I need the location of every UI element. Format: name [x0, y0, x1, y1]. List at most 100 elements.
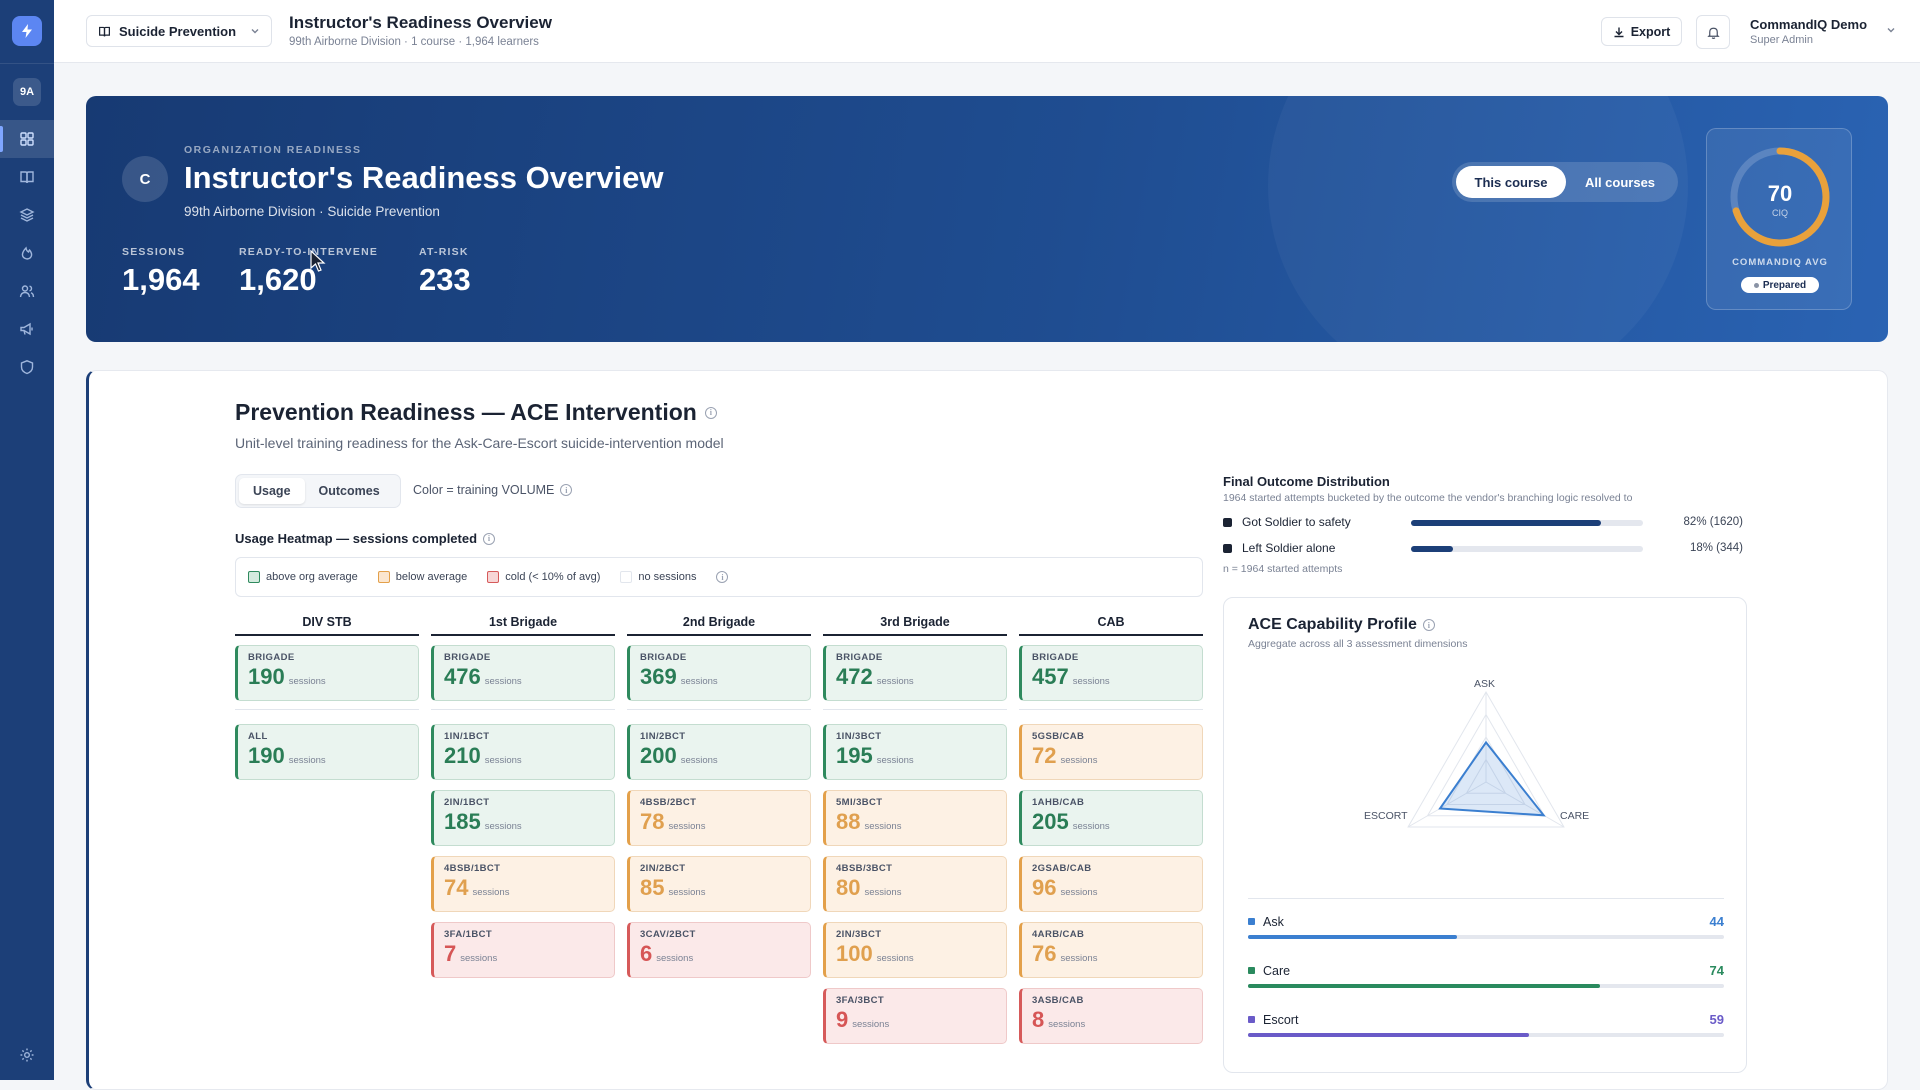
- heatmap-cell[interactable]: 3FA/1BCT 7 sessions: [431, 922, 615, 978]
- chevron-down-icon: [1887, 28, 1895, 33]
- ciq-value: 70: [1767, 181, 1793, 206]
- info-icon[interactable]: i: [560, 484, 573, 496]
- cell-unit-label: 4BSB/2BCT: [640, 797, 697, 808]
- heatmap-cell[interactable]: 4BSB/2BCT 78 sessions: [627, 790, 811, 846]
- ace-bar-track: [1248, 984, 1724, 988]
- cell-unit-label: 2IN/2BCT: [640, 863, 686, 874]
- heatmap-cell[interactable]: 2IN/1BCT 185 sessions: [431, 790, 615, 846]
- outcome-value: 82% (1620): [1683, 516, 1743, 528]
- heatmap-cell[interactable]: 2IN/2BCT 85 sessions: [627, 856, 811, 912]
- ace-bar-header: Care 74: [1248, 963, 1724, 978]
- cell-sessions-word: sessions: [484, 676, 522, 687]
- heatmap-column: DIV STB BRIGADE 190 sessions ALL 190 sessions: [235, 615, 419, 780]
- heatmap-cell[interactable]: 2IN/3BCT 100 sessions: [823, 922, 1007, 978]
- radar-shape: [1438, 740, 1546, 817]
- heatmap-cell[interactable]: 3FA/3BCT 9 sessions: [823, 988, 1007, 1044]
- nav-announcements[interactable]: [0, 310, 54, 348]
- heatmap-cell[interactable]: 4BSB/3BCT 80 sessions: [823, 856, 1007, 912]
- stat-ready: READY-TO-INTERVENE 1,620: [239, 246, 378, 298]
- heatmap-cell[interactable]: BRIGADE 472 sessions: [823, 645, 1007, 701]
- nav-modules[interactable]: [0, 196, 54, 234]
- cell-sessions-value: 195: [836, 743, 873, 768]
- nav-users[interactable]: [0, 272, 54, 310]
- info-icon[interactable]: i: [1422, 619, 1435, 631]
- stat-value: 1,964: [122, 262, 200, 297]
- heatmap-cell[interactable]: BRIGADE 369 sessions: [627, 645, 811, 701]
- ace-bar-track: [1248, 935, 1724, 939]
- app-logo[interactable]: [12, 16, 42, 46]
- cell-unit-label: 1IN/3BCT: [836, 731, 882, 742]
- heatmap-cell[interactable]: 2GSAB/CAB 96 sessions: [1019, 856, 1203, 912]
- heatmap-column: 3rd Brigade BRIGADE 472 sessions 1IN/3BCT 195…: [823, 615, 1007, 1044]
- nav-security[interactable]: [0, 348, 54, 386]
- org-badge[interactable]: 9A: [13, 78, 41, 106]
- settings-button[interactable]: [0, 1036, 54, 1074]
- heatmap-cell[interactable]: 5GSB/CAB 72 sessions: [1019, 724, 1203, 780]
- sidebar: 9A: [0, 0, 54, 1080]
- section-title: Prevention Readiness — ACE Intervention …: [235, 399, 717, 426]
- section-subtitle: Unit-level training readiness for the As…: [235, 435, 724, 451]
- heatmap-cell[interactable]: 1AHB/CAB 205 sessions: [1019, 790, 1203, 846]
- tab-outcomes[interactable]: Outcomes: [318, 484, 380, 498]
- heatmap-cell[interactable]: ALL 190 sessions: [235, 724, 419, 780]
- outcome-title: Final Outcome Distribution: [1223, 474, 1390, 489]
- legend-label: no sessions: [638, 571, 697, 583]
- notifications-button[interactable]: [1696, 15, 1730, 49]
- cell-sessions-value: 190: [248, 664, 285, 689]
- tab-usage[interactable]: Usage: [239, 478, 305, 504]
- heatmap-cell[interactable]: 4BSB/1BCT 74 sessions: [431, 856, 615, 912]
- cell-unit-label: 1IN/2BCT: [640, 731, 686, 742]
- heatmap-cell[interactable]: BRIGADE 190 sessions: [235, 645, 419, 701]
- hero-eyebrow: ORGANIZATION READINESS: [184, 144, 362, 156]
- heatmap-column: CAB BRIGADE 457 sessions 5GSB/CAB 72 sessions 1…: [1019, 615, 1203, 1044]
- legend-item: below average: [377, 571, 467, 583]
- heatmap-cell[interactable]: 5MI/3BCT 88 sessions: [823, 790, 1007, 846]
- heatmap-cell[interactable]: 3CAV/2BCT 6 sessions: [627, 922, 811, 978]
- legend-item: cold (< 10% of avg): [487, 571, 600, 583]
- ace-divider: [1248, 898, 1724, 899]
- heatmap-cell[interactable]: BRIGADE 476 sessions: [431, 645, 615, 701]
- brigade-separator: [235, 709, 419, 710]
- heatmap-cell[interactable]: 1IN/3BCT 195 sessions: [823, 724, 1007, 780]
- cell-unit-label: 1IN/1BCT: [444, 731, 490, 742]
- outcome-row: Left Soldier alone 18% (344): [1223, 540, 1743, 556]
- user-menu[interactable]: CommandIQ Demo Super Admin: [1750, 17, 1900, 46]
- heatmap-cell[interactable]: 3ASB/CAB 8 sessions: [1019, 988, 1203, 1044]
- cell-unit-label: 5MI/3BCT: [836, 797, 883, 808]
- color-note-text: Color = training VOLUME: [413, 483, 555, 497]
- stat-at-risk: AT-RISK 233: [419, 246, 471, 298]
- cell-unit-label: 3FA/3BCT: [836, 995, 885, 1006]
- heatmap-cell[interactable]: 4ARB/CAB 76 sessions: [1019, 922, 1203, 978]
- cell-sessions-word: sessions: [876, 755, 914, 766]
- sidebar-nav: [0, 120, 54, 386]
- cell-unit-label: BRIGADE: [640, 652, 687, 663]
- outcome-track: [1411, 520, 1643, 526]
- column-header: 1st Brigade: [431, 615, 615, 636]
- nav-courses[interactable]: [0, 158, 54, 196]
- this-course-button[interactable]: This course: [1456, 166, 1566, 198]
- cell-unit-label: 4ARB/CAB: [1032, 929, 1085, 940]
- ace-title-text: ACE Capability Profile: [1248, 616, 1417, 633]
- cell-sessions-word: sessions: [484, 821, 522, 832]
- export-label: Export: [1630, 24, 1671, 39]
- legend-item: above org average: [248, 571, 358, 583]
- info-icon[interactable]: i: [483, 532, 496, 545]
- cell-sessions-value: 96: [1032, 875, 1057, 900]
- cell-unit-label: 5GSB/CAB: [1032, 731, 1085, 742]
- heatmap-cell[interactable]: 1IN/1BCT 210 sessions: [431, 724, 615, 780]
- all-courses-button[interactable]: All courses: [1584, 174, 1656, 190]
- ace-bar-swatch: [1248, 1016, 1255, 1023]
- heatmap-cell[interactable]: BRIGADE 457 sessions: [1019, 645, 1203, 701]
- commandiq-avg-card: 70 CIQ COMMANDIQ AVG Prepared: [1706, 128, 1852, 310]
- cell-unit-label: BRIGADE: [836, 652, 883, 663]
- nav-activity[interactable]: [0, 234, 54, 272]
- info-icon[interactable]: i: [704, 406, 717, 419]
- info-icon[interactable]: i: [716, 571, 729, 583]
- nav-dashboard[interactable]: [0, 120, 54, 158]
- heatmap-column: 1st Brigade BRIGADE 476 sessions 1IN/1BCT 210…: [431, 615, 615, 978]
- course-selector[interactable]: Suicide Prevention: [86, 15, 272, 47]
- export-button[interactable]: Export: [1601, 17, 1682, 46]
- heatmap-cell[interactable]: 1IN/2BCT 200 sessions: [627, 724, 811, 780]
- brigade-separator: [627, 709, 811, 710]
- megaphone-icon: [20, 322, 33, 336]
